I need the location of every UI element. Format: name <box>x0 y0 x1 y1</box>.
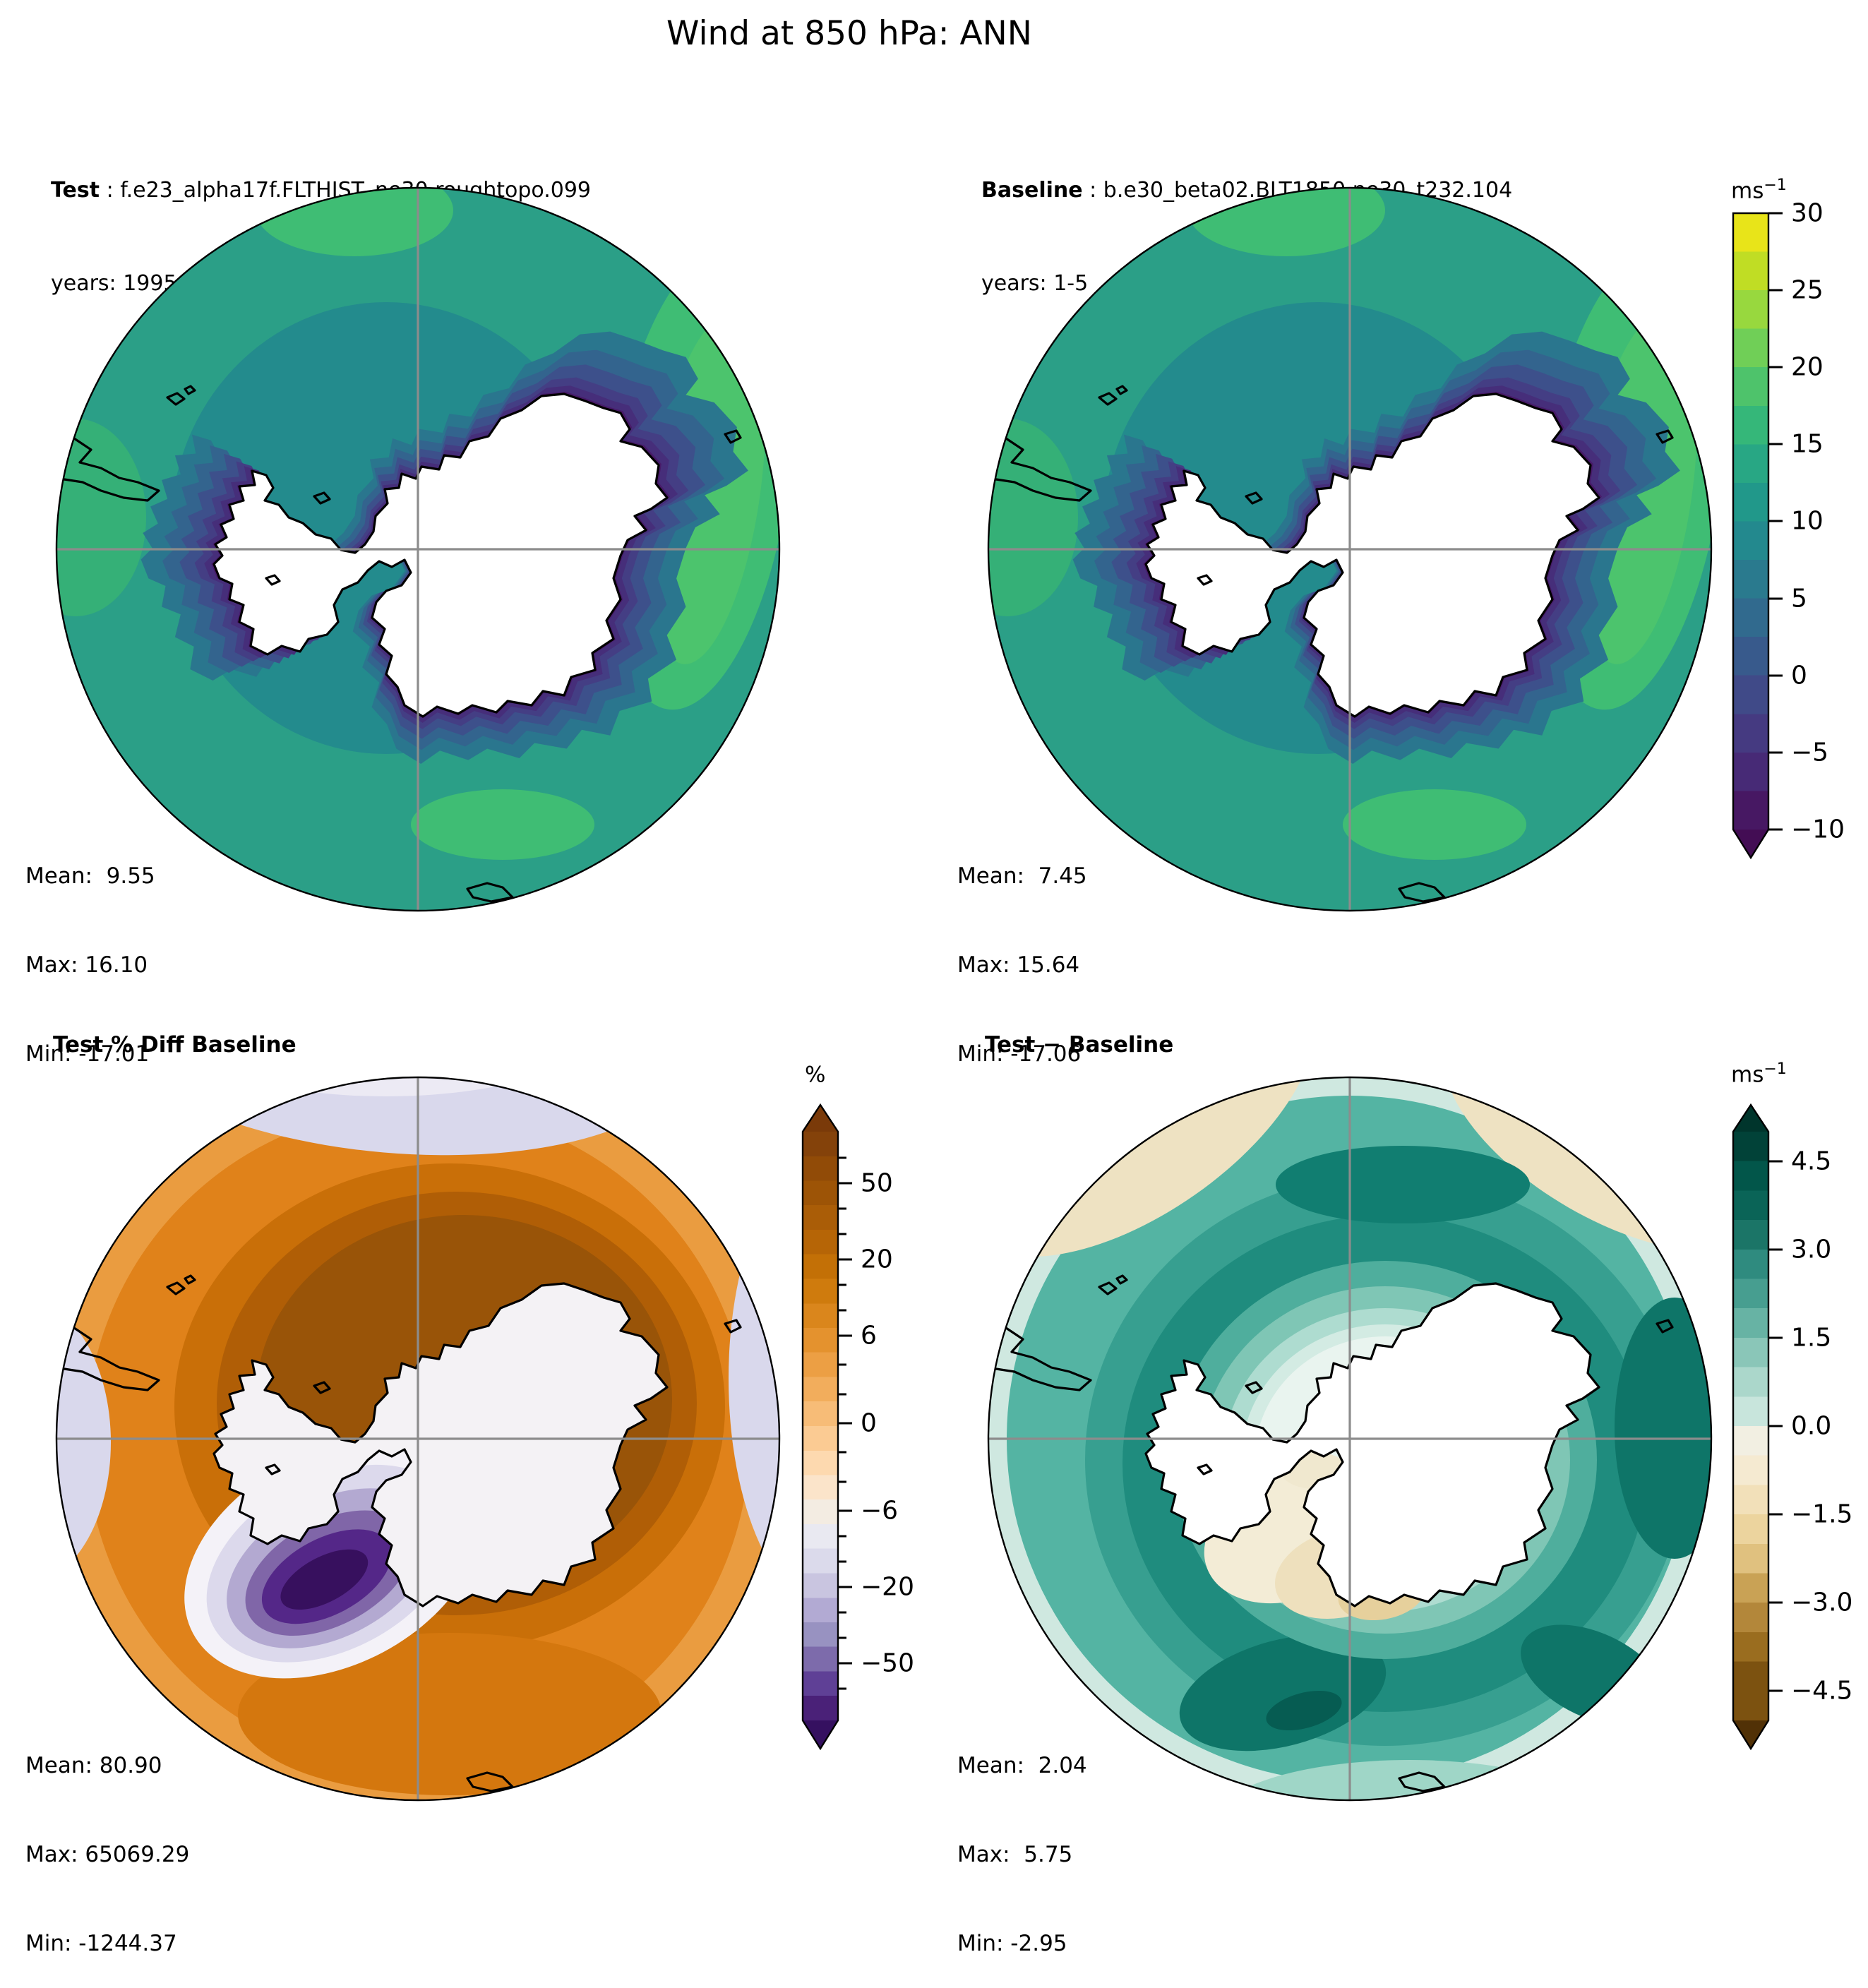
separator: : <box>1082 178 1103 203</box>
colorbar-ticks <box>838 1182 852 1665</box>
stat-max: Max: 16.10 <box>25 952 148 978</box>
colorbar-unit-diff: ms−1 <box>1731 1060 1787 1088</box>
tick-label: 0 <box>1791 661 1807 690</box>
map-baseline-field <box>937 164 1752 913</box>
tick-label: 30 <box>1791 199 1824 228</box>
figure-title: Wind at 850 hPa: ANN <box>666 14 1032 53</box>
colorbar-tick-labels: 50 20 6 0 −6 −20 −50 <box>861 1169 914 1678</box>
map-baseline <box>987 186 1713 912</box>
colorbar-minor-ticks <box>838 1156 846 1690</box>
stats-baseline: Mean: 7.45 Max: 15.64 Min: -17.06 <box>957 802 1087 1098</box>
colorbar-arrow <box>1733 830 1768 858</box>
tick-label: 10 <box>1791 507 1824 536</box>
colorbar-outline <box>1732 1103 1770 1751</box>
colorbar-arrow <box>1733 1720 1768 1749</box>
baseline-years: years: 1-5 <box>981 271 1089 296</box>
colorbar-tick-labels: 4.5 3.0 1.5 0.0 −1.5 −3.0 −4.5 <box>1791 1147 1852 1706</box>
stats-test: Mean: 9.55 Max: 16.10 Min: -17.01 <box>25 802 155 1098</box>
colorbar-outline <box>1732 212 1770 860</box>
tick-label: 50 <box>861 1169 893 1198</box>
colorbar-wind: 30 25 20 15 10 5 0 −5 −10 <box>1732 199 1845 860</box>
tick-label: −1.5 <box>1791 1500 1852 1529</box>
tick-label: −6 <box>861 1497 898 1526</box>
colorbar-arrow <box>803 1105 838 1132</box>
stat-min: Min: -17.06 <box>957 1041 1082 1067</box>
map-boundary <box>55 186 781 912</box>
colorbar-unit-wind: ms−1 <box>1731 176 1787 204</box>
tick-label: −50 <box>861 1649 914 1678</box>
colorbar-gradient <box>1733 213 1768 830</box>
tick-label: −4.5 <box>1791 1677 1852 1706</box>
stat-mean: Mean: 80.90 <box>25 1753 162 1778</box>
colorbar-outline <box>801 1103 839 1751</box>
stat-mean: Mean: 9.55 <box>25 863 155 889</box>
panel-title-diff: Test − Baseline <box>985 1032 1174 1058</box>
tick-label: 20 <box>861 1245 893 1274</box>
tick-label: 0 <box>861 1409 877 1438</box>
map-test-field <box>5 164 820 913</box>
colorbar-unit-pct: % <box>805 1062 826 1088</box>
colorbar-gradient <box>803 1132 838 1720</box>
tick-label: 20 <box>1791 353 1824 382</box>
tick-label: −10 <box>1791 815 1845 844</box>
tick-label: 3.0 <box>1791 1235 1831 1264</box>
colorbar-diff: 4.5 3.0 1.5 0.0 −1.5 −3.0 −4.5 <box>1732 1103 1852 1751</box>
stat-mean: Mean: 2.04 <box>957 1753 1087 1778</box>
map-pct-diff <box>55 1076 781 1802</box>
stat-max: Max: 5.75 <box>957 1842 1073 1867</box>
stat-max: Max: 65069.29 <box>25 1842 190 1867</box>
tick-label: −3.0 <box>1791 1588 1852 1617</box>
map-boundary <box>987 1076 1713 1802</box>
stat-mean: Mean: 7.45 <box>957 863 1087 889</box>
stat-max: Max: 15.64 <box>957 952 1080 978</box>
tick-label: 25 <box>1791 276 1824 305</box>
tick-label: −5 <box>1791 738 1828 767</box>
tick-label: 5 <box>1791 585 1807 613</box>
stat-min: Min: -17.01 <box>25 1041 150 1067</box>
map-test <box>55 186 781 912</box>
map-boundary <box>55 1076 781 1802</box>
tick-label: −20 <box>861 1573 914 1602</box>
figure-page: { "title": "Wind at 850 hPa: ANN", "sep"… <box>25 14 1853 1956</box>
map-diff <box>987 1076 1713 1802</box>
colorbar-pct: 50 20 6 0 −6 −20 −50 <box>801 1103 914 1751</box>
colorbar-ticks <box>1768 1160 1783 1692</box>
tick-label: 4.5 <box>1791 1147 1831 1176</box>
tick-label: 1.5 <box>1791 1324 1831 1353</box>
colorbar-gradient <box>1733 1132 1768 1720</box>
map-boundary <box>987 186 1713 912</box>
test-label: Test <box>51 178 100 203</box>
panel-title-pct-diff: Test % Diff Baseline <box>53 1032 297 1058</box>
colorbar-arrow <box>1733 1105 1768 1132</box>
stat-min: Min: -1244.37 <box>25 1931 177 1956</box>
colorbar-arrow <box>803 1720 838 1749</box>
tick-label: 15 <box>1791 430 1824 459</box>
separator: : <box>100 178 121 203</box>
tick-label: 6 <box>861 1322 877 1351</box>
colorbar-ticks <box>1768 212 1783 831</box>
colorbar-tick-labels: 30 25 20 15 10 5 0 −5 −10 <box>1791 199 1845 844</box>
stat-min: Min: -2.95 <box>957 1931 1067 1956</box>
tick-label: 0.0 <box>1791 1412 1831 1441</box>
baseline-label: Baseline <box>981 178 1083 203</box>
